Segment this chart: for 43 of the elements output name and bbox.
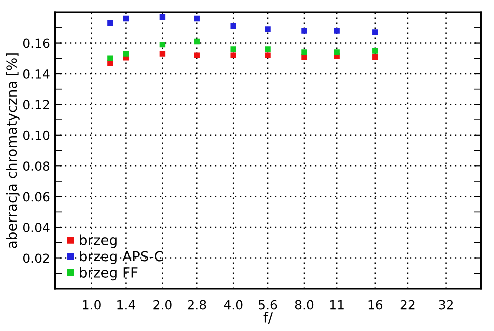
y-tick-label: 0.12	[23, 100, 50, 110]
point	[265, 46, 271, 52]
point	[372, 30, 378, 36]
y-tick-label: 0.02	[23, 254, 50, 264]
legend-label: brzeg APS-C	[80, 250, 164, 264]
point	[302, 50, 308, 56]
point	[372, 54, 378, 60]
x-tick-label: 5.6	[259, 300, 278, 310]
point	[123, 51, 130, 57]
y-tick-label: 0.16	[23, 38, 50, 48]
point	[372, 48, 378, 54]
x-tick-label: 1.4	[118, 300, 136, 310]
point	[160, 51, 166, 57]
y-tick-label: 0.04	[23, 223, 50, 232]
y-tick-label: 0.08	[23, 162, 50, 172]
point	[194, 52, 200, 58]
x-tick-label: 32	[439, 300, 453, 310]
point	[302, 28, 308, 34]
x-tick-label: 8.0	[295, 300, 314, 310]
point	[160, 14, 166, 20]
x-tick-label: 4.0	[224, 300, 243, 310]
point	[194, 16, 200, 22]
point	[194, 38, 200, 45]
point	[265, 26, 271, 32]
point	[265, 52, 271, 58]
x-tick-label: 22	[400, 300, 415, 310]
x-tick-label: 2.0	[154, 300, 172, 310]
legend-label: brzeg	[80, 234, 117, 248]
legend-label: brzeg FF	[80, 267, 138, 281]
y-tick-label: 0.06	[23, 192, 50, 202]
point	[230, 24, 236, 30]
point	[123, 16, 130, 22]
x-tick-label: 11	[330, 300, 344, 310]
y-axis-title: aberracja chromatyczna [%]	[6, 54, 20, 248]
y-tick-label: 0.10	[23, 130, 50, 140]
x-tick-label: 16	[368, 300, 383, 310]
x-tick-label: 2.8	[188, 300, 206, 310]
y-tick-label: 0.14	[23, 69, 50, 79]
x-axis-title: f/	[264, 312, 274, 324]
point	[230, 52, 236, 58]
x-tick-label: 1.0	[83, 300, 101, 310]
point	[230, 46, 236, 52]
point	[160, 42, 166, 48]
